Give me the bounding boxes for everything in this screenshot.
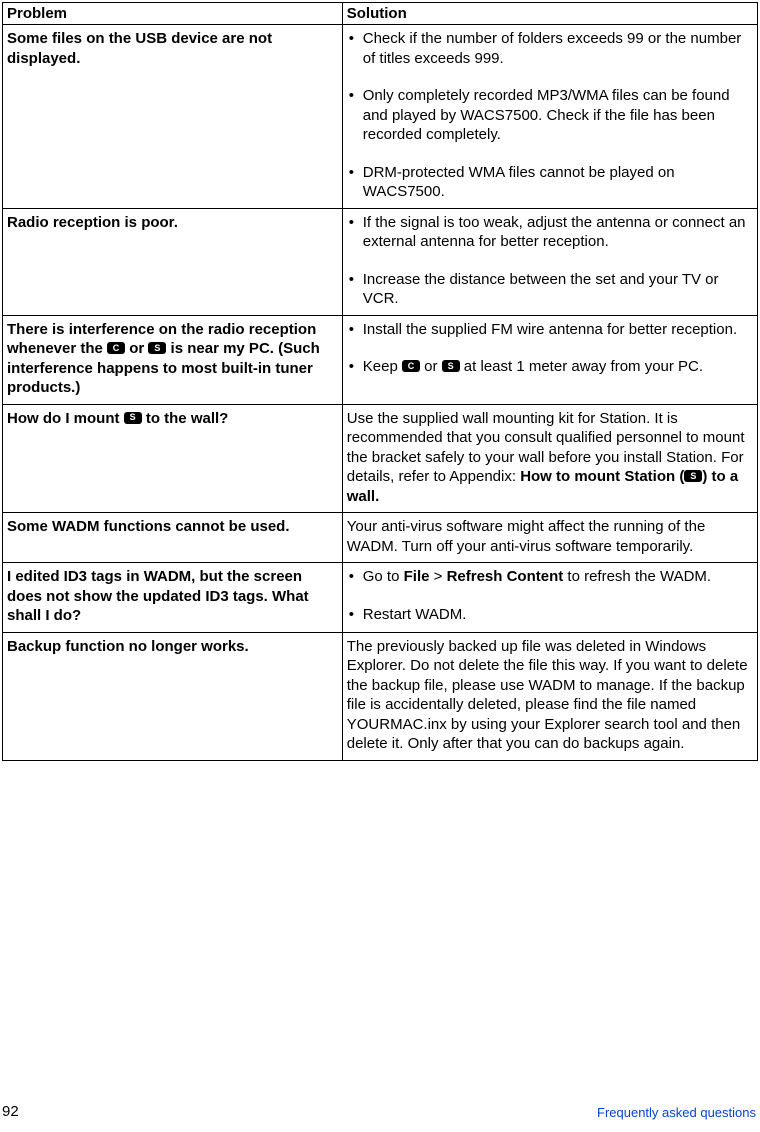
list-item: Restart WADM. — [347, 605, 751, 625]
list-item: Keep C or S at least 1 meter away from y… — [347, 357, 751, 377]
table-row: I edited ID3 tags in WADM, but the scree… — [3, 563, 758, 633]
table-row: Some files on the USB device are not dis… — [3, 25, 758, 209]
list-item: DRM-protected WMA files cannot be played… — [347, 163, 751, 202]
table-row: Radio reception is poor.If the signal is… — [3, 208, 758, 315]
problem-cell: Some files on the USB device are not dis… — [3, 25, 343, 209]
problem-cell: There is interference on the radio recep… — [3, 315, 343, 404]
solution-cell: Go to File > Refresh Content to refresh … — [342, 563, 757, 633]
station-icon: S — [442, 360, 460, 372]
center-icon: C — [107, 342, 125, 354]
problem-cell: Radio reception is poor. — [3, 208, 343, 315]
page-footer: 92 Frequently asked questions — [0, 1103, 758, 1120]
table-row: Some WADM functions cannot be used.Your … — [3, 513, 758, 563]
station-icon: S — [684, 470, 702, 482]
solution-cell: If the signal is too weak, adjust the an… — [342, 208, 757, 315]
list-item: Go to File > Refresh Content to refresh … — [347, 567, 751, 587]
station-icon: S — [124, 412, 142, 424]
station-icon: S — [148, 342, 166, 354]
list-item: Increase the distance between the set an… — [347, 270, 751, 309]
header-solution: Solution — [342, 3, 757, 25]
section-title: Frequently asked questions — [597, 1105, 756, 1120]
faq-table: Problem Solution Some files on the USB d… — [2, 2, 758, 761]
table-row: There is interference on the radio recep… — [3, 315, 758, 404]
problem-cell: Some WADM functions cannot be used. — [3, 513, 343, 563]
list-item: Check if the number of folders exceeds 9… — [347, 29, 751, 68]
list-item: Install the supplied FM wire antenna for… — [347, 320, 751, 340]
problem-cell: I edited ID3 tags in WADM, but the scree… — [3, 563, 343, 633]
table-row: Backup function no longer works.The prev… — [3, 632, 758, 760]
solution-cell: Use the supplied wall mounting kit for S… — [342, 404, 757, 513]
center-icon: C — [402, 360, 420, 372]
list-item: If the signal is too weak, adjust the an… — [347, 213, 751, 252]
problem-cell: Backup function no longer works. — [3, 632, 343, 760]
solution-list: Install the supplied FM wire antenna for… — [347, 320, 751, 377]
header-problem: Problem — [3, 3, 343, 25]
faq-tbody: Some files on the USB device are not dis… — [3, 25, 758, 761]
solution-list: Go to File > Refresh Content to refresh … — [347, 567, 751, 624]
page-number: 92 — [2, 1103, 19, 1120]
solution-cell: Your anti-virus software might affect th… — [342, 513, 757, 563]
table-row: How do I mount S to the wall?Use the sup… — [3, 404, 758, 513]
problem-cell: How do I mount S to the wall? — [3, 404, 343, 513]
solution-list: Check if the number of folders exceeds 9… — [347, 29, 751, 202]
list-item: Only completely recorded MP3/WMA files c… — [347, 86, 751, 145]
solution-list: If the signal is too weak, adjust the an… — [347, 213, 751, 309]
solution-cell: Install the supplied FM wire antenna for… — [342, 315, 757, 404]
solution-cell: Check if the number of folders exceeds 9… — [342, 25, 757, 209]
solution-cell: The previously backed up file was delete… — [342, 632, 757, 760]
